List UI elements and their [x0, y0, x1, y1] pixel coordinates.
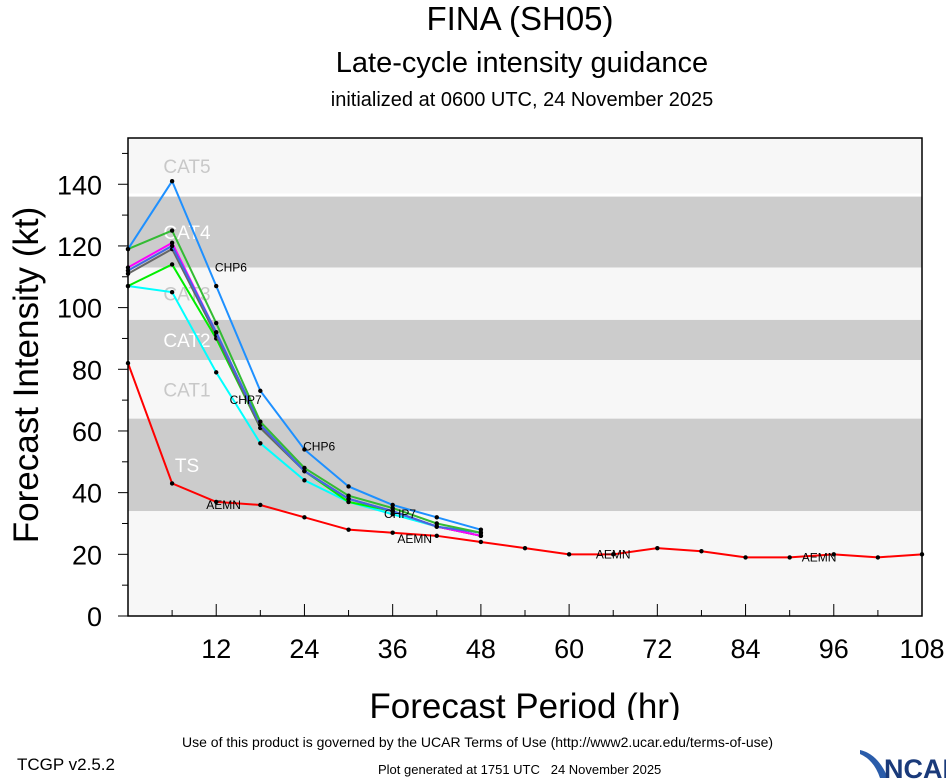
ncar-logo: NCAR	[858, 748, 946, 780]
x-tick-label: 84	[731, 634, 761, 664]
chart-title: FINA (SH05)	[426, 0, 613, 37]
data-point	[478, 533, 484, 539]
band-label: CAT5	[163, 157, 210, 178]
series-annotation: AEMN	[206, 498, 241, 512]
data-point	[434, 515, 439, 520]
data-point	[346, 527, 351, 532]
series-annotation: CHP7	[384, 507, 416, 521]
series-annotation: AEMN	[397, 532, 432, 546]
intensity-band	[128, 360, 922, 419]
data-point	[434, 524, 439, 529]
intensity-band	[128, 418, 922, 512]
data-point	[346, 493, 351, 498]
band-label: TS	[175, 456, 199, 477]
series-annotation: AEMN	[802, 550, 837, 564]
data-point	[390, 505, 395, 511]
data-point	[478, 527, 484, 532]
data-point	[699, 549, 704, 554]
data-point	[743, 555, 748, 560]
y-tick-label: 140	[57, 170, 102, 200]
data-point	[390, 530, 395, 535]
data-point	[434, 521, 439, 526]
series-annotation: CHP6	[303, 439, 335, 453]
intensity-band	[128, 196, 922, 268]
chart: FINA (SH05) Late-cycle intensity guidanc…	[7, 0, 945, 720]
y-tick-label: 40	[72, 479, 102, 509]
data-point	[302, 465, 307, 471]
data-point	[478, 530, 484, 535]
data-point	[258, 441, 263, 446]
intensity-band	[128, 511, 922, 616]
data-point	[875, 555, 881, 560]
band-label: CAT1	[163, 380, 210, 401]
data-point	[169, 243, 175, 249]
data-point	[566, 552, 572, 557]
series-annotation: CHP7	[230, 393, 262, 407]
data-point	[214, 370, 219, 375]
data-point	[434, 533, 439, 539]
series-annotation: AEMN	[596, 547, 631, 561]
data-point	[302, 447, 307, 452]
y-tick-label: 120	[57, 232, 102, 262]
data-point	[390, 508, 395, 514]
data-point	[169, 228, 175, 233]
data-point	[346, 499, 351, 505]
y-tick-label: 0	[87, 602, 102, 632]
generated-time: Plot generated at 1751 UTC 24 November 2…	[378, 762, 662, 777]
x-tick-label: 12	[201, 634, 231, 664]
y-tick-label: 80	[72, 355, 102, 385]
x-tick-label: 72	[642, 634, 672, 664]
chart-init-time: initialized at 0600 UTC, 24 November 202…	[331, 89, 713, 111]
data-point	[169, 262, 175, 267]
intensity-band	[128, 138, 922, 194]
data-point	[478, 539, 484, 545]
data-point	[302, 478, 307, 483]
data-point	[346, 484, 351, 489]
data-point	[214, 330, 219, 335]
terms-of-use: Use of this product is governed by the U…	[182, 734, 774, 750]
data-point	[390, 502, 395, 508]
data-point	[831, 552, 836, 557]
x-tick-label: 48	[466, 634, 496, 664]
data-point	[169, 178, 175, 184]
data-point	[169, 289, 175, 295]
data-point	[522, 545, 528, 551]
data-point	[655, 545, 660, 551]
x-tick-label: 60	[554, 634, 584, 664]
series-annotation: CHP6	[215, 261, 247, 275]
data-point	[214, 283, 219, 289]
intensity-band	[128, 267, 922, 320]
data-point	[346, 496, 351, 502]
chart-subtitle: Late-cycle intensity guidance	[336, 47, 708, 79]
data-point	[214, 499, 219, 505]
band-label: CAT2	[163, 331, 210, 352]
data-point	[787, 555, 792, 560]
data-point	[258, 419, 263, 424]
x-tick-label: 36	[378, 634, 408, 664]
y-tick-label: 100	[57, 294, 102, 324]
band-label: CAT4	[163, 223, 211, 244]
x-axis-label: Forecast Period (hr)	[369, 687, 680, 720]
y-tick-label: 60	[72, 417, 102, 447]
svg-text:NCAR: NCAR	[884, 754, 946, 780]
data-point	[258, 388, 263, 394]
intensity-band	[128, 319, 922, 361]
x-tick-label: 24	[289, 634, 319, 664]
data-point	[258, 502, 263, 508]
y-axis-label: Forecast Intensity (kt)	[7, 207, 46, 543]
y-tick-label: 20	[72, 540, 102, 570]
data-point	[169, 481, 175, 486]
data-point	[611, 552, 616, 557]
data-point	[302, 515, 307, 520]
version-label: TCGP v2.5.2	[17, 755, 115, 774]
data-point	[169, 240, 175, 246]
data-point	[390, 512, 395, 517]
x-tick-label: 108	[899, 634, 944, 664]
data-point	[302, 468, 307, 474]
x-tick-label: 96	[819, 634, 849, 664]
data-point	[214, 320, 219, 326]
